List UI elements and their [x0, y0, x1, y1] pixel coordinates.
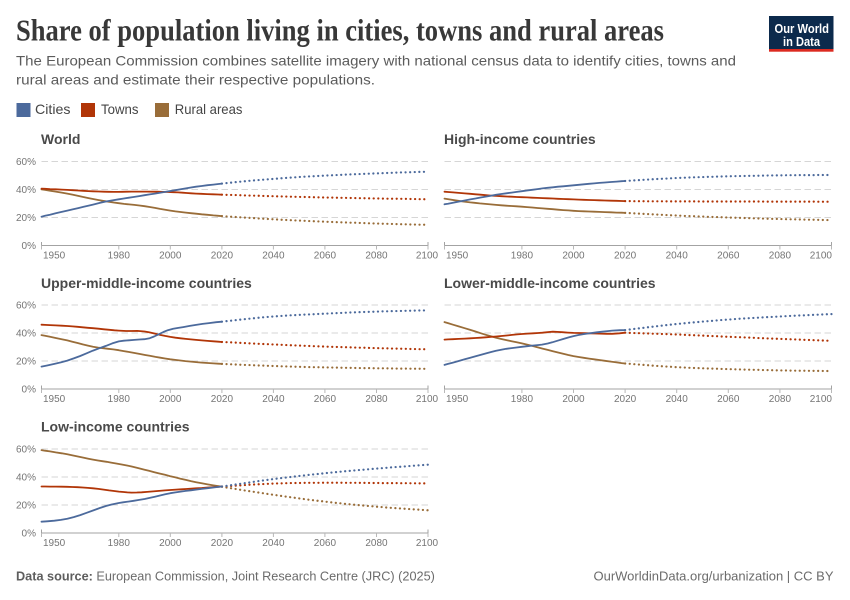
svg-text:60%: 60% [16, 445, 36, 456]
svg-text:0%: 0% [22, 529, 37, 540]
svg-text:40%: 40% [16, 329, 36, 340]
svg-text:2060: 2060 [314, 538, 337, 549]
svg-text:Cities: Cities [35, 102, 71, 117]
svg-text:Share of population living in: Share of population living in cities, to… [16, 14, 664, 48]
svg-text:Towns: Towns [101, 102, 139, 117]
svg-text:2000: 2000 [159, 538, 182, 549]
svg-text:2000: 2000 [159, 251, 182, 262]
svg-text:World: World [41, 131, 80, 147]
svg-text:1950: 1950 [446, 251, 469, 262]
svg-text:2040: 2040 [666, 251, 689, 262]
svg-text:2100: 2100 [416, 538, 439, 549]
svg-text:2020: 2020 [211, 394, 234, 405]
svg-text:1980: 1980 [511, 394, 534, 405]
svg-text:2080: 2080 [769, 251, 792, 262]
svg-text:2000: 2000 [562, 251, 585, 262]
svg-text:The European Commission combin: The European Commission combines satelli… [16, 54, 736, 69]
svg-text:1950: 1950 [43, 394, 66, 405]
svg-text:2060: 2060 [314, 251, 337, 262]
svg-text:1950: 1950 [446, 394, 469, 405]
svg-text:rural areas and estimate their: rural areas and estimate their respectiv… [16, 73, 375, 88]
svg-text:2100: 2100 [810, 394, 833, 405]
svg-text:2080: 2080 [365, 251, 388, 262]
svg-text:2000: 2000 [159, 394, 182, 405]
svg-text:1950: 1950 [43, 538, 66, 549]
svg-text:OurWorldinData.org/urbanizatio: OurWorldinData.org/urbanization | CC BY [594, 570, 835, 584]
svg-text:2060: 2060 [717, 251, 740, 262]
svg-text:2040: 2040 [262, 538, 285, 549]
svg-text:20%: 20% [16, 501, 36, 512]
svg-text:1980: 1980 [108, 394, 131, 405]
svg-text:1950: 1950 [43, 251, 66, 262]
svg-text:20%: 20% [16, 213, 36, 224]
svg-text:2080: 2080 [365, 394, 388, 405]
svg-text:2040: 2040 [262, 394, 285, 405]
svg-text:Low-income countries: Low-income countries [41, 419, 190, 435]
svg-text:2080: 2080 [769, 394, 792, 405]
svg-text:1980: 1980 [511, 251, 534, 262]
svg-text:2060: 2060 [717, 394, 740, 405]
svg-text:40%: 40% [16, 473, 36, 484]
svg-text:40%: 40% [16, 185, 36, 196]
svg-text:0%: 0% [22, 385, 37, 396]
svg-text:2020: 2020 [211, 538, 234, 549]
svg-text:2100: 2100 [416, 394, 439, 405]
svg-text:Data source: European Commissi: Data source: European Commission, Joint … [16, 570, 435, 584]
svg-text:0%: 0% [22, 241, 37, 252]
svg-text:2040: 2040 [262, 251, 285, 262]
svg-text:20%: 20% [16, 357, 36, 368]
svg-text:1980: 1980 [108, 251, 131, 262]
svg-text:Rural areas: Rural areas [175, 102, 243, 117]
svg-text:Our World: Our World [775, 22, 830, 36]
svg-text:2020: 2020 [211, 251, 234, 262]
svg-text:2020: 2020 [614, 394, 637, 405]
svg-text:1980: 1980 [108, 538, 131, 549]
svg-text:2000: 2000 [562, 394, 585, 405]
svg-text:2100: 2100 [416, 251, 439, 262]
svg-text:60%: 60% [16, 301, 36, 312]
svg-text:60%: 60% [16, 157, 36, 168]
svg-text:High-income countries: High-income countries [444, 131, 596, 147]
svg-text:2020: 2020 [614, 251, 637, 262]
svg-text:2060: 2060 [314, 394, 337, 405]
svg-text:in Data: in Data [783, 35, 821, 49]
svg-text:Upper-middle-income countries: Upper-middle-income countries [41, 275, 252, 291]
svg-text:2080: 2080 [365, 538, 388, 549]
svg-text:2040: 2040 [666, 394, 689, 405]
svg-text:Lower-middle-income countries: Lower-middle-income countries [444, 275, 656, 291]
svg-text:2100: 2100 [810, 251, 833, 262]
